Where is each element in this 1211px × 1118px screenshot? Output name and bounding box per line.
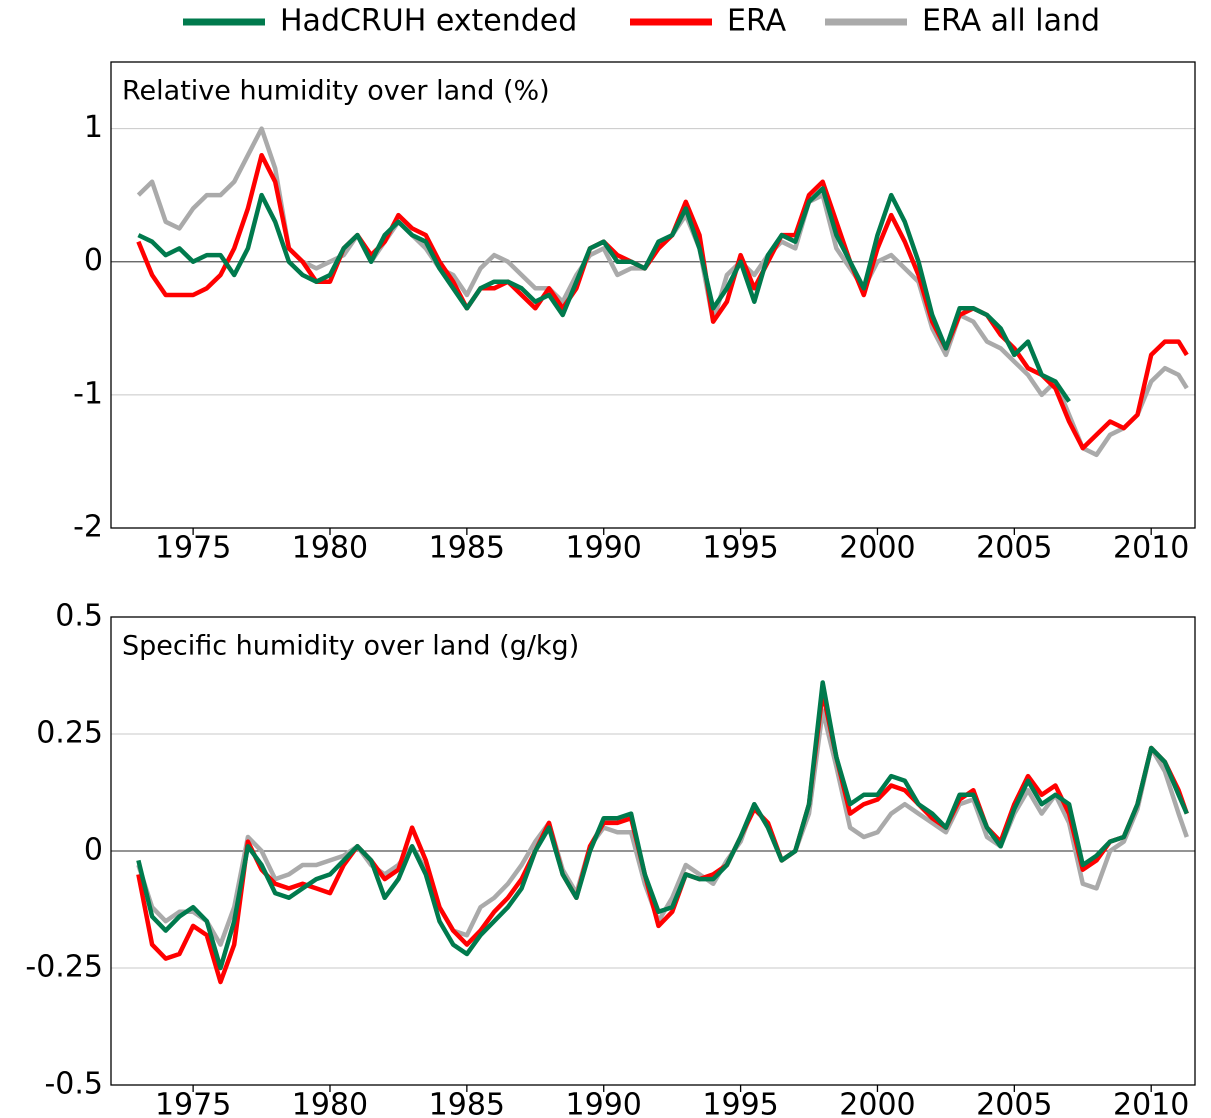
plot-frame [110, 61, 1196, 529]
y-tick-label: 0 [84, 243, 103, 278]
y-tick-label: -0.25 [25, 950, 103, 985]
x-tick-label: 1975 [155, 531, 231, 566]
x-tick-label: 2000 [839, 531, 915, 566]
series-line [136, 126, 1189, 458]
x-tick-label: 1985 [429, 1088, 505, 1118]
y-tick-label: -2 [73, 510, 103, 545]
series-line [136, 152, 1189, 451]
y-tick-label: 0.5 [55, 599, 103, 634]
x-tick-label: 1995 [702, 531, 778, 566]
x-tick-label: 1990 [566, 1088, 642, 1118]
x-tick-label: 1995 [702, 1088, 778, 1118]
x-tick-label: 1980 [292, 1088, 368, 1118]
legend-label: HadCRUH extended [280, 4, 577, 39]
x-tick-label: 2010 [1113, 1088, 1189, 1118]
legend-label: ERA all land [922, 4, 1100, 39]
series-line [136, 680, 1189, 971]
legend-label: ERA [727, 4, 787, 39]
x-tick-label: 1975 [155, 1088, 231, 1118]
series-line [136, 689, 1189, 985]
y-tick-label: 0 [84, 833, 103, 868]
x-tick-label: 2000 [839, 1088, 915, 1118]
chart-title: Specific humidity over land (g/kg) [122, 631, 579, 662]
plot-frame [110, 616, 1196, 1086]
x-tick-label: 2005 [976, 531, 1052, 566]
y-tick-label: 1 [84, 110, 103, 145]
x-tick-label: 2010 [1113, 531, 1189, 566]
y-tick-label: 0.25 [36, 716, 103, 751]
x-tick-label: 1990 [566, 531, 642, 566]
series-line [137, 186, 1071, 403]
x-tick-label: 1985 [429, 531, 505, 566]
chart-title: Relative humidity over land (%) [122, 76, 550, 107]
y-tick-label: -1 [73, 376, 103, 411]
x-tick-label: 1980 [292, 531, 368, 566]
x-tick-label: 2005 [976, 1088, 1052, 1118]
y-tick-label: -0.5 [44, 1067, 103, 1102]
